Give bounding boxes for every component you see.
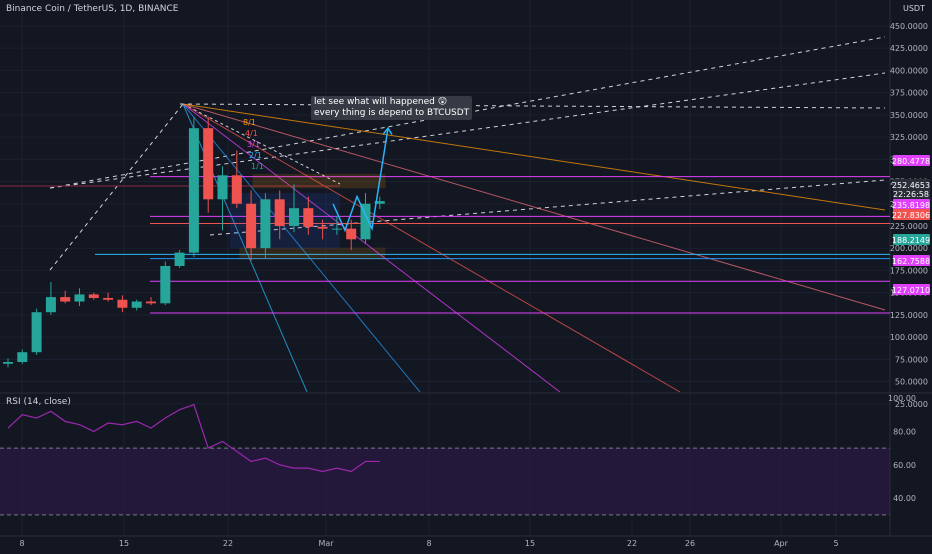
candle-body — [146, 301, 156, 304]
candle-body — [188, 128, 199, 253]
rsi-tick-label: 40.00 — [893, 494, 916, 503]
price-tick-label: 450.0000 — [890, 22, 928, 31]
price-tag-bg — [893, 188, 930, 199]
time-tick-label: Apr — [774, 539, 789, 548]
candle-body — [217, 175, 228, 200]
trend-dashed-line — [49, 103, 184, 271]
price-tick-label: 75.0000 — [895, 355, 928, 364]
candle-body — [331, 228, 342, 230]
chart-title[interactable]: Binance Coin / TetherUS, 1D, BINANCE — [6, 4, 179, 14]
candle-body — [346, 228, 357, 240]
demand-zone — [239, 247, 386, 260]
candle-body — [103, 297, 114, 300]
rsi-band — [0, 448, 890, 515]
candle-body — [3, 361, 13, 364]
price-tag-label: 252.4653 — [892, 181, 930, 190]
price-tag-label: 280.4778 — [892, 157, 930, 166]
supply-zone — [252, 173, 386, 189]
annotation-note[interactable]: let see what will happened 😲 every thing… — [311, 96, 473, 120]
candle-body — [303, 208, 314, 227]
candle-body — [174, 252, 185, 266]
time-tick-label: Mar — [318, 539, 334, 548]
price-tick-label: 25.0000 — [895, 400, 928, 409]
rsi-tick-label: 100.00 — [888, 394, 916, 403]
price-tick-label: 325.0000 — [890, 133, 928, 142]
candle-body — [45, 297, 56, 313]
candle-body — [231, 175, 242, 204]
candle-body — [17, 352, 28, 362]
candle-body — [246, 203, 257, 249]
price-tick-label: 400.0000 — [890, 66, 928, 75]
rsi-tick-label: 80.00 — [893, 427, 916, 436]
candle-body — [374, 201, 385, 204]
price-tag-bg — [893, 179, 930, 190]
time-tick-label: 22 — [223, 539, 233, 548]
fan-label: 2/1 — [249, 151, 262, 160]
price-tick-label: 175.0000 — [890, 266, 928, 275]
candle-body — [31, 312, 42, 353]
fan-label: 8/1 — [243, 118, 256, 127]
projection-arrowhead — [382, 126, 393, 135]
candle-body — [203, 128, 214, 200]
price-tag-bg — [893, 255, 930, 266]
price-tag-label: 227.8306 — [892, 211, 930, 220]
annotation-line-2: every thing is depend to BTCUSDT — [314, 108, 470, 118]
price-tag-label: 188.2149 — [892, 236, 930, 245]
time-tick-label: 15 — [525, 539, 535, 548]
currency-label: USDT — [903, 4, 925, 13]
annotation-line-1: let see what will happened 😲 — [314, 97, 448, 107]
price-tick-label: 100.0000 — [890, 333, 928, 342]
fan-label: 4/1 — [245, 129, 258, 138]
price-tick-label: 50.0000 — [895, 378, 928, 387]
gann-fan-line — [182, 103, 561, 393]
price-tag-bg — [893, 234, 930, 245]
price-tick-label: 200.0000 — [890, 244, 928, 253]
price-tick-label: 375.0000 — [890, 89, 928, 98]
candle-body — [289, 208, 299, 226]
price-tag-bg — [893, 209, 930, 220]
candle-body — [260, 199, 271, 249]
candle-body — [274, 199, 285, 226]
fan-label: 3/1 — [247, 140, 260, 149]
time-tick-label: 8 — [426, 539, 431, 548]
gann-fan-line — [182, 103, 886, 211]
candle-body — [60, 297, 71, 302]
time-tick-label: 5 — [833, 539, 838, 548]
candle-body — [360, 203, 371, 240]
price-tag-bg — [893, 199, 930, 210]
price-tag-label: 22:26:58 — [893, 190, 929, 199]
gann-fan-line — [182, 103, 421, 393]
price-tick-label: 350.0000 — [890, 111, 928, 120]
rsi-line — [7, 403, 380, 473]
price-tag-label: 127.0710 — [892, 286, 930, 295]
price-tag-label: 162.7588 — [892, 257, 930, 266]
price-tick-label: 225.0000 — [890, 222, 928, 231]
time-tick-label: 15 — [119, 539, 129, 548]
trend-channel-line — [49, 72, 886, 189]
time-tick-label: 26 — [685, 539, 695, 548]
price-tag-bg — [893, 284, 930, 295]
gann-fan-line — [182, 103, 886, 311]
trend-channel-line — [179, 103, 886, 109]
gann-fan-line — [182, 103, 681, 393]
projection-path — [332, 128, 389, 233]
rsi-tick-label: 60.00 — [893, 461, 916, 470]
candle-body — [74, 294, 85, 302]
trend-dashed-line — [182, 103, 341, 185]
price-tick-label: 125.0000 — [890, 311, 928, 320]
time-tick-label: 22 — [627, 539, 637, 548]
candle-body — [317, 226, 328, 229]
price-tick-label: 425.0000 — [890, 44, 928, 53]
time-tick-label: 8 — [19, 539, 24, 548]
candle-body — [131, 301, 142, 308]
price-tag-label: 235.8198 — [892, 201, 930, 210]
rsi-label[interactable]: RSI (14, close) — [6, 397, 71, 407]
price-tag-bg — [893, 155, 930, 166]
candle-body — [117, 299, 128, 308]
fan-label: 1/1 — [251, 162, 264, 171]
candle-body — [160, 265, 171, 304]
candle-body — [88, 294, 99, 298]
